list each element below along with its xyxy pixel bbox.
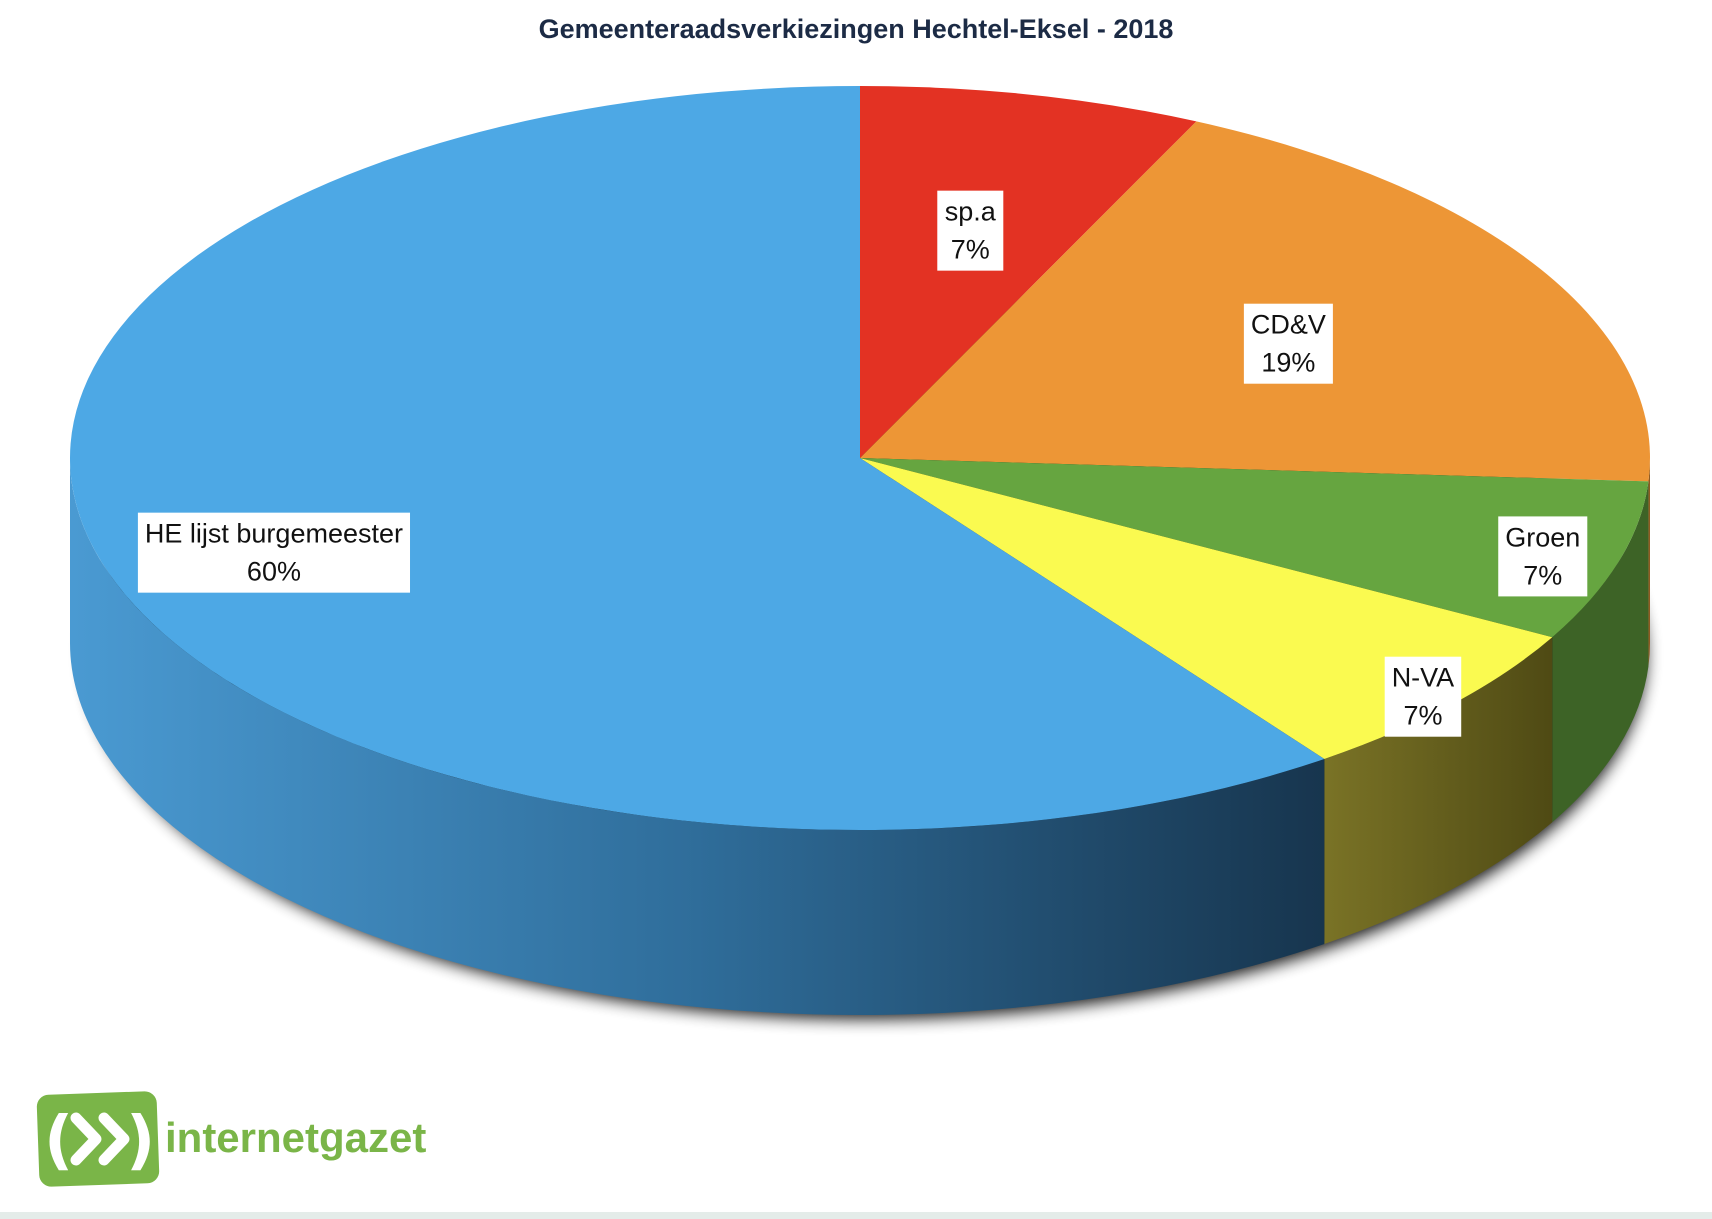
internetgazet-logo: ( ) internetgazet <box>36 1091 426 1187</box>
chart-title: Gemeenteraadsverkiezingen Hechtel-Eksel … <box>539 14 1174 44</box>
pie-slice-he-lijst-burgemeester <box>69 86 1325 831</box>
data-label-box <box>137 512 411 593</box>
data-label-box <box>937 190 1004 271</box>
pie-slice-n-va <box>860 458 1553 759</box>
pie-top-face <box>69 86 1651 831</box>
data-label-value: 7% <box>1523 560 1562 590</box>
data-label-sp-a: sp.a 7% <box>937 190 1004 271</box>
data-label-value: 60% <box>247 557 301 587</box>
data-label-n-va: N-VA 7% <box>1384 656 1462 737</box>
data-label-value: 7% <box>951 235 990 265</box>
data-label-name: N-VA <box>1392 663 1455 693</box>
pie-data-labels: sp.a 7% CD&V 19% Groen 7% N-VA 7% HE lijst burge… <box>137 190 1588 737</box>
data-label-name: HE lijst burgemeester <box>145 519 403 549</box>
data-label-he-lijst-burgemeester: HE lijst burgemeester 60% <box>137 512 411 593</box>
bottom-strip <box>0 1212 1712 1219</box>
data-label-box <box>1243 303 1333 384</box>
data-label-name: CD&V <box>1251 310 1326 340</box>
pie-slice-sp-a <box>860 86 1197 458</box>
pie-side-walls <box>70 458 1650 1015</box>
pie-plot-area: sp.a 7% CD&V 19% Groen 7% N-VA 7% HE lijst burge… <box>69 86 1651 1019</box>
data-label-value: 7% <box>1403 701 1442 731</box>
data-label-value: 19% <box>1261 348 1315 378</box>
data-label-box <box>1384 656 1462 737</box>
svg-text:(: ( <box>44 1104 73 1178</box>
svg-text:): ) <box>126 1104 155 1178</box>
pie-side-n-va <box>1324 637 1553 944</box>
pie-slice-cdandv <box>860 121 1651 482</box>
pie-side-cdandv <box>1648 458 1650 667</box>
pie-slice-groen <box>860 458 1649 638</box>
play-forward-icon: ( ) <box>36 1091 160 1187</box>
pie-side-groen <box>1552 481 1649 823</box>
data-label-groen: Groen 7% <box>1498 516 1588 597</box>
data-label-name: sp.a <box>945 197 997 227</box>
data-label-box <box>1498 516 1588 597</box>
data-label-cdandv: CD&V 19% <box>1243 303 1333 384</box>
logo-text: internetgazet <box>165 1114 426 1161</box>
pie-side-he-lijst-burgemeester <box>70 458 1325 1015</box>
data-label-name: Groen <box>1505 522 1580 552</box>
